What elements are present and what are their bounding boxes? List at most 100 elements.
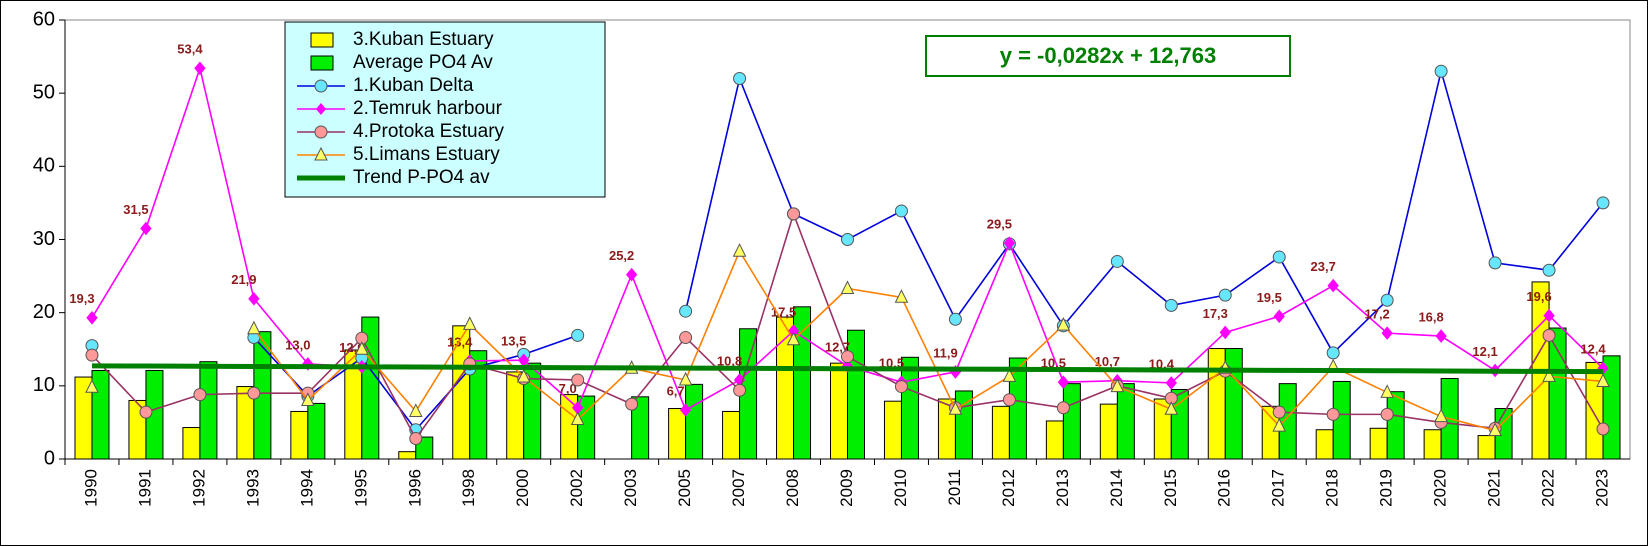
x-tick-label: 2018 <box>1323 469 1342 507</box>
bar <box>1369 427 1388 460</box>
bar <box>900 356 919 460</box>
point <box>1381 326 1393 340</box>
line <box>684 68 1604 355</box>
bar <box>1585 361 1604 460</box>
point <box>1380 407 1394 421</box>
bar <box>722 410 741 460</box>
value-label: 29,5 <box>987 217 1012 232</box>
bar <box>685 383 704 460</box>
bar <box>91 369 110 460</box>
point <box>786 331 801 346</box>
x-tick-label: 2010 <box>891 469 910 507</box>
legend-label: Average PO4 Av <box>353 52 493 73</box>
point <box>1110 378 1125 393</box>
x-tick-label: 2002 <box>567 469 586 507</box>
point <box>678 371 693 386</box>
value-label: 11,9 <box>933 345 958 360</box>
x-tick-label: 2014 <box>1107 469 1126 507</box>
x-tick-label: 1992 <box>189 469 208 507</box>
point <box>840 280 855 295</box>
point <box>1596 422 1610 436</box>
point <box>1165 376 1177 390</box>
bar <box>398 451 417 460</box>
point <box>1002 393 1016 407</box>
point <box>247 386 261 400</box>
y-tick-label: 10 <box>33 374 55 396</box>
y-tick-label: 0 <box>44 447 55 469</box>
bar <box>1278 383 1297 460</box>
point <box>85 379 99 393</box>
legend-swatch <box>310 55 334 71</box>
x-tick-label: 1990 <box>81 469 100 507</box>
value-label: 7,0 <box>559 381 577 396</box>
bar <box>307 402 326 460</box>
value-label: 19,3 <box>69 291 94 306</box>
point <box>1110 254 1124 268</box>
x-tick-label: 2003 <box>621 469 640 507</box>
y-tick-label: 40 <box>33 155 55 177</box>
bar <box>1062 383 1081 460</box>
x-tick-label: 2016 <box>1215 469 1234 507</box>
x-tick-label: 2021 <box>1485 469 1504 507</box>
point <box>1056 316 1071 331</box>
bar <box>1386 391 1405 460</box>
bar <box>1315 429 1334 460</box>
value-label: 6,7 <box>667 383 685 398</box>
point <box>1434 64 1448 78</box>
y-tick-label: 20 <box>33 301 55 323</box>
point <box>1380 293 1394 307</box>
x-tick-label: 1994 <box>297 469 316 507</box>
bar <box>1477 435 1496 460</box>
legend-marker <box>316 103 326 115</box>
point <box>355 341 369 355</box>
point <box>732 243 747 257</box>
point <box>1596 373 1610 387</box>
point <box>1488 256 1502 270</box>
x-tick-label: 2007 <box>729 469 748 507</box>
x-tick-label: 2015 <box>1161 469 1180 507</box>
x-tick-label: 2005 <box>675 469 694 507</box>
x-tick-label: 2022 <box>1539 469 1558 507</box>
value-label: 19,5 <box>1257 290 1282 305</box>
trend-equation: y = -0,0282x + 12,763 <box>1000 43 1217 68</box>
x-tick-label: 2000 <box>513 469 532 507</box>
value-label: 13,4 <box>447 334 473 349</box>
point <box>85 348 99 362</box>
point <box>679 403 692 417</box>
value-label: 31,5 <box>123 202 148 217</box>
point <box>1164 298 1178 312</box>
value-label: 10,7 <box>1095 354 1120 369</box>
point <box>1542 328 1556 342</box>
line <box>253 249 1604 432</box>
legend-label: 2.Temruk harbour <box>353 98 503 119</box>
value-label: 12,4 <box>1580 342 1606 357</box>
legend-label: 4.Protoka Estuary <box>353 121 505 142</box>
y-tick-label: 30 <box>33 228 55 250</box>
value-label: 13,5 <box>501 334 526 349</box>
legend-label: Trend P-PO4 av <box>353 167 490 188</box>
point <box>301 392 315 406</box>
value-label: 13,0 <box>285 337 310 352</box>
point <box>139 405 153 419</box>
bar <box>182 427 201 460</box>
point <box>516 368 531 383</box>
point <box>1218 288 1232 302</box>
point <box>194 61 206 76</box>
bar <box>1423 429 1442 460</box>
point <box>1596 196 1610 210</box>
equation-box <box>925 35 1291 77</box>
value-label: 10,8 <box>717 353 742 368</box>
point <box>894 204 908 218</box>
point <box>1488 422 1502 436</box>
point <box>1272 417 1287 432</box>
bar <box>1207 348 1226 460</box>
point <box>679 304 693 318</box>
value-label: 16,8 <box>1418 310 1443 325</box>
value-label: 17,3 <box>1203 306 1228 321</box>
point <box>571 373 585 387</box>
legend-marker <box>314 146 328 161</box>
point <box>1003 236 1016 250</box>
point <box>1273 309 1285 324</box>
x-tick-label: 2023 <box>1593 469 1612 507</box>
